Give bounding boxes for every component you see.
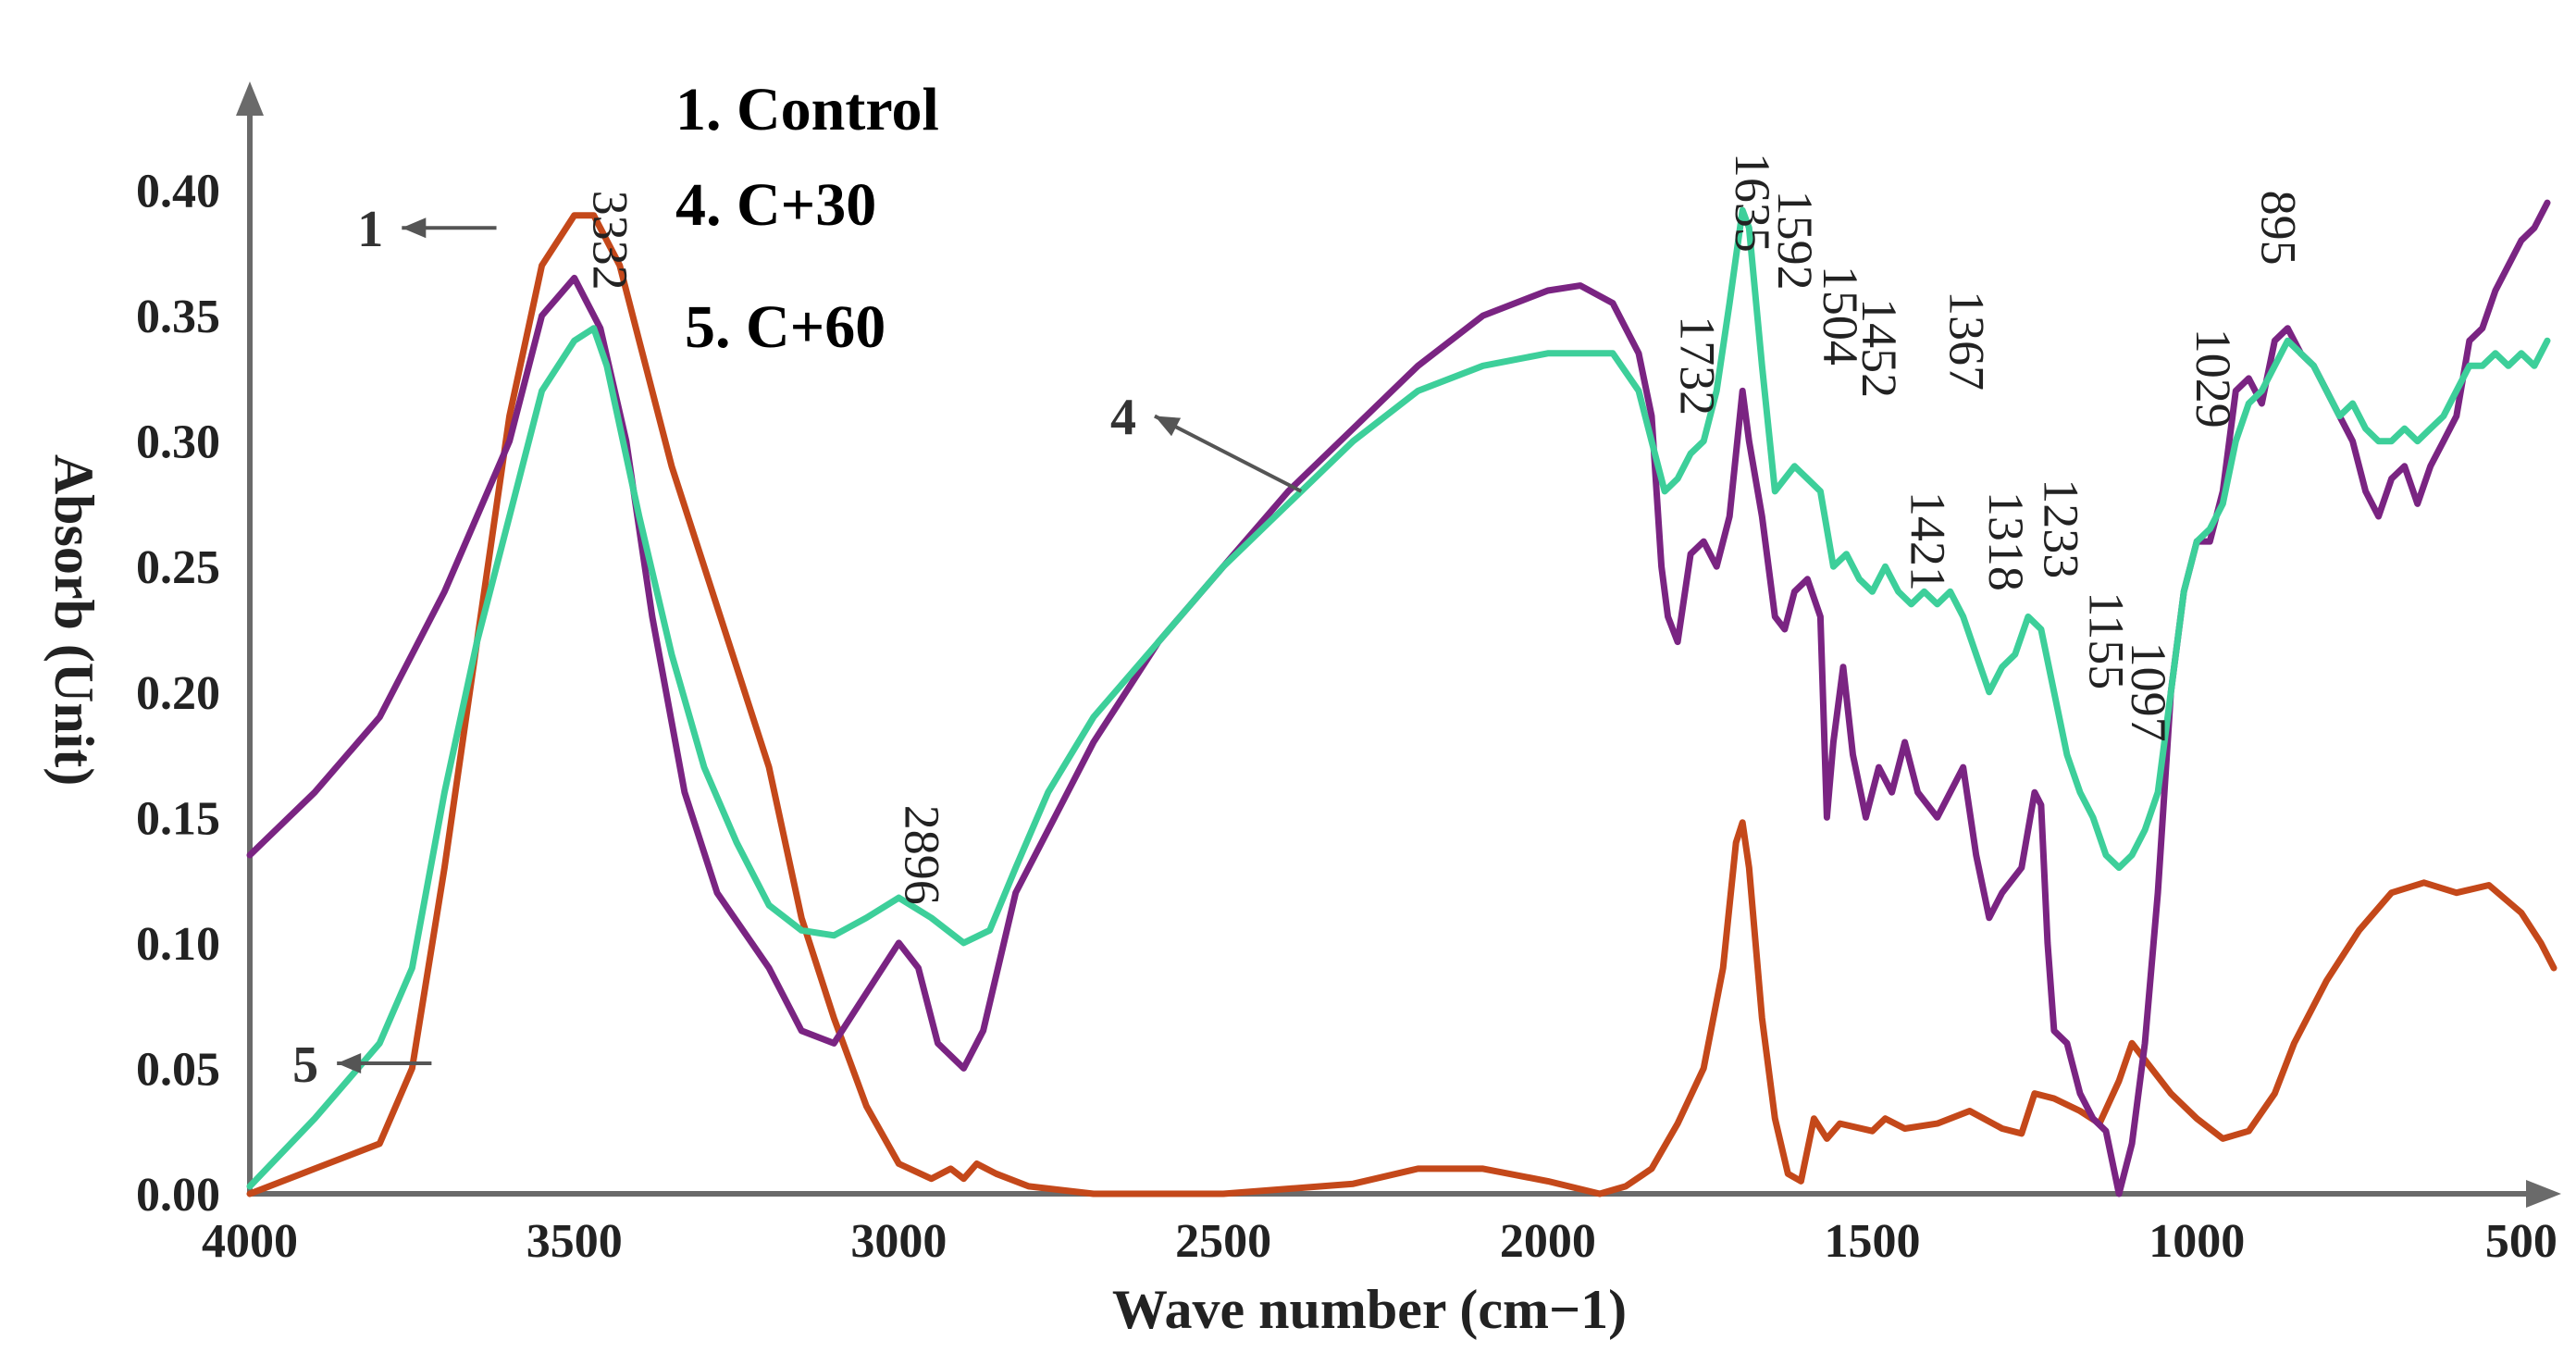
x-tick-label: 2500 xyxy=(1175,1215,1271,1268)
marker-arrowhead-icon xyxy=(337,1053,362,1074)
series-marker-label: 1 xyxy=(357,201,383,258)
x-axis-arrow-icon xyxy=(2526,1180,2561,1208)
legend-item-c30: 4. C+30 xyxy=(675,171,876,239)
y-tick-label: 0.00 xyxy=(136,1169,220,1222)
peak-label: 3332 xyxy=(583,191,638,291)
axes xyxy=(236,81,2561,1208)
y-tick-label: 0.20 xyxy=(136,667,220,720)
peak-label: 2896 xyxy=(894,805,949,905)
series-line-1 xyxy=(246,212,2557,1197)
y-tick-label: 0.35 xyxy=(136,291,220,343)
x-tick-label: 2000 xyxy=(1500,1215,1596,1268)
y-tick-label: 0.40 xyxy=(136,166,220,218)
legend-item-control: 1. Control xyxy=(675,76,939,143)
marker-arrowhead-icon xyxy=(1154,416,1182,437)
x-tick-label: 1500 xyxy=(1825,1215,1921,1268)
series-marker-label: 4 xyxy=(1110,390,1136,447)
legend-item-c60: 5. C+60 xyxy=(685,293,886,361)
peak-label: 1635 xyxy=(1725,153,1780,253)
x-tick-label: 3000 xyxy=(850,1215,947,1268)
peak-label: 1592 xyxy=(1767,191,1823,291)
x-tick-label: 1000 xyxy=(2149,1215,2245,1268)
x-axis-title: Wave number (cm−1) xyxy=(1112,1279,1627,1340)
y-tick-label: 0.15 xyxy=(136,792,220,845)
peak-label: 1421 xyxy=(1901,491,1956,591)
peak-label: 1732 xyxy=(1670,316,1726,416)
y-tick-label: 0.05 xyxy=(136,1043,220,1096)
y-tick-label: 0.30 xyxy=(136,416,220,469)
x-tick-label: 3500 xyxy=(526,1215,623,1268)
peak-label: 1029 xyxy=(2186,329,2241,428)
peak-label: 1452 xyxy=(1852,298,1907,398)
y-tick-label: 0.10 xyxy=(136,918,220,971)
y-axis-title: Absorb (Unit) xyxy=(43,454,105,786)
peak-label: 1097 xyxy=(2121,642,2176,742)
y-axis-arrow-icon xyxy=(236,81,264,116)
peak-label: 1318 xyxy=(1978,491,2034,591)
legend: 1. Control 4. C+30 5. C+60 xyxy=(675,76,939,361)
peak-label: 1233 xyxy=(2033,478,2088,578)
marker-arrow-line xyxy=(1154,414,1303,493)
marker-arrowhead-icon xyxy=(402,217,427,239)
series-line-5 xyxy=(246,206,2551,1190)
peak-label: 895 xyxy=(2250,191,2306,266)
x-tick-label: 4000 xyxy=(202,1215,298,1268)
peak-label: 1367 xyxy=(1939,291,1995,391)
x-tick-label: 500 xyxy=(2485,1215,2557,1268)
peak-label: 1504 xyxy=(1813,266,1868,366)
y-tick-label: 0.25 xyxy=(136,541,220,594)
series-marker-label: 5 xyxy=(292,1036,318,1094)
peak-label: 1155 xyxy=(2079,591,2135,689)
